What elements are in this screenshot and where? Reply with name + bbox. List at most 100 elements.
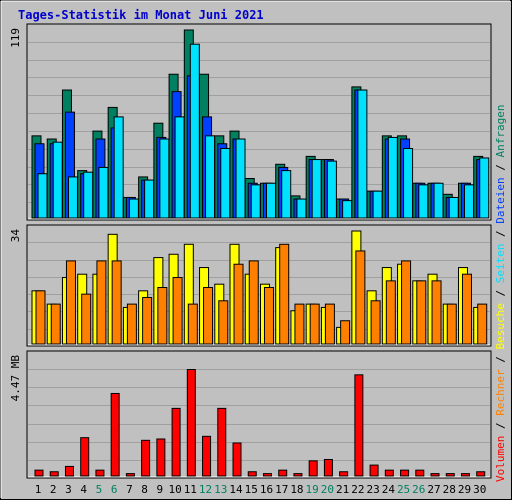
bar-seiten-5 — [98, 166, 109, 219]
bar-seiten-4 — [83, 171, 94, 219]
bar-seiten-10 — [174, 116, 185, 219]
bar-seiten-30 — [479, 157, 490, 219]
bar-seiten-23 — [372, 190, 383, 219]
bar-seiten-27 — [433, 182, 444, 219]
bar-volumen-8 — [141, 439, 151, 477]
legend-slash5: / — [494, 422, 507, 435]
x-tick-label: 6 — [111, 483, 118, 496]
bar-rechner-7 — [126, 303, 137, 345]
legend-seiten: Seiten — [494, 244, 507, 290]
bar-volumen-7 — [125, 473, 135, 477]
bar-rechner-24 — [385, 280, 396, 345]
x-tick-label: 14 — [229, 483, 243, 496]
bar-rechner-5 — [96, 260, 107, 345]
bar-volumen-12 — [202, 435, 212, 477]
bar-volumen-21 — [339, 471, 349, 477]
bar-rechner-6 — [111, 260, 122, 345]
panel-requests: 119 — [9, 23, 492, 221]
chart-legend: Volumen / Rechner / Besuche / Seiten / D… — [494, 104, 507, 482]
bar-seiten-13 — [220, 147, 231, 219]
x-tick-label: 7 — [126, 483, 133, 496]
bar-seiten-15 — [250, 184, 261, 219]
bar-seiten-9 — [159, 138, 170, 219]
legend-slash4: / — [494, 356, 507, 369]
legend-volumen: Volumen — [494, 436, 507, 482]
bar-volumen-28 — [445, 473, 455, 477]
bar-rechner-8 — [142, 296, 153, 345]
x-tick-label: 3 — [65, 483, 72, 496]
bar-rechner-21 — [340, 320, 351, 345]
x-axis-labels: 1 2 3 4 5 6 7 8 9 10 11 12 13 14 15 16 17 18 19 20 21 22 23 24 2… — [35, 483, 487, 496]
bar-rechner-2 — [50, 303, 61, 345]
legend-slash1: / — [494, 164, 507, 177]
y-max-label-visits: 34 — [9, 229, 22, 243]
x-tick-label: 15 — [245, 483, 258, 496]
x-tick-label: 11 — [184, 483, 197, 496]
panel-volume: 4.47 MB — [9, 350, 492, 479]
bar-seiten-6 — [113, 116, 124, 219]
bar-seiten-21 — [342, 200, 353, 219]
bar-seiten-14 — [235, 138, 246, 219]
bar-volumen-9 — [156, 438, 166, 477]
bar-volumen-30 — [476, 471, 486, 477]
bar-seiten-22 — [357, 89, 368, 219]
bar-volumen-19 — [308, 460, 318, 477]
x-tick-label: 28 — [443, 483, 456, 496]
bar-rechner-15 — [248, 260, 259, 345]
x-tick-label: 10 — [168, 483, 181, 496]
bar-rechner-13 — [218, 300, 229, 345]
bar-rechner-4 — [81, 293, 92, 345]
x-tick-label: 12 — [199, 483, 212, 496]
x-tick-label: 19 — [306, 483, 319, 496]
bar-rechner-29 — [461, 273, 472, 345]
x-tick-label: 2 — [50, 483, 57, 496]
bar-volumen-14 — [232, 442, 242, 477]
bar-seiten-3 — [67, 176, 78, 219]
bar-volumen-26 — [415, 469, 425, 477]
bar-rechner-28 — [446, 303, 457, 345]
x-tick-label: 20 — [321, 483, 334, 496]
bar-rechner-16 — [263, 287, 274, 345]
bar-volumen-18 — [293, 473, 303, 477]
bar-seiten-2 — [52, 141, 63, 219]
bar-seiten-17 — [281, 170, 292, 219]
x-tick-label: 13 — [214, 483, 227, 496]
bar-volumen-6 — [110, 392, 120, 477]
bar-volumen-16 — [262, 473, 272, 477]
x-tick-label: 18 — [290, 483, 303, 496]
x-tick-label: 30 — [473, 483, 486, 496]
bar-seiten-18 — [296, 198, 307, 219]
x-tick-label: 8 — [141, 483, 148, 496]
chart-title: Tages-Statistik im Monat Juni 2021 — [18, 8, 264, 22]
bar-seiten-25 — [403, 147, 414, 219]
bar-seiten-20 — [326, 160, 337, 219]
bar-volumen-5 — [95, 469, 105, 477]
x-tick-label: 23 — [366, 483, 379, 496]
bar-volumen-1 — [34, 469, 44, 477]
bar-rechner-3 — [65, 260, 76, 345]
bar-volumen-15 — [247, 471, 257, 477]
bar-rechner-18 — [294, 303, 305, 345]
bar-rechner-17 — [279, 243, 290, 345]
legend-rechner: Rechner — [494, 369, 507, 422]
bar-volumen-10 — [171, 407, 181, 477]
x-tick-label: 17 — [275, 483, 288, 496]
x-tick-label: 9 — [157, 483, 164, 496]
bar-rechner-1 — [35, 290, 46, 345]
legend-slash2: / — [494, 230, 507, 243]
legend-anfragen: Anfragen — [494, 104, 507, 164]
x-tick-label: 24 — [382, 483, 396, 496]
bar-rechner-11 — [187, 303, 198, 345]
x-tick-label: 25 — [397, 483, 410, 496]
bar-volumen-17 — [278, 469, 288, 477]
bar-volumen-13 — [217, 407, 227, 477]
bar-seiten-28 — [448, 196, 459, 219]
x-tick-label: 5 — [96, 483, 103, 496]
bar-rechner-27 — [431, 280, 442, 345]
x-tick-label: 26 — [412, 483, 425, 496]
x-tick-label: 22 — [351, 483, 364, 496]
bar-seiten-7 — [128, 198, 139, 219]
x-tick-label: 21 — [336, 483, 349, 496]
bar-volumen-11 — [186, 369, 196, 477]
